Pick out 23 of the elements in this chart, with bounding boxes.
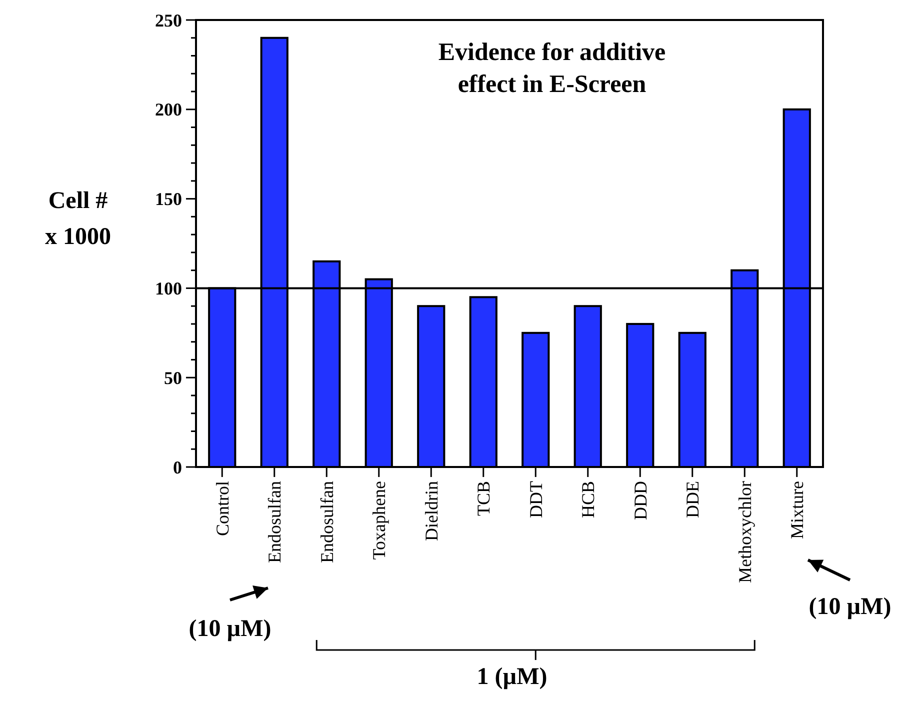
text: (10 µM) (188, 616, 272, 642)
y-axis-title: Cell # x 1000 (45, 188, 111, 250)
y-tick-label: 200 (155, 100, 182, 120)
x-tick-label: TCB (474, 481, 494, 516)
y-tick-label: 50 (164, 368, 182, 388)
y-tick-label: 0 (173, 457, 182, 478)
x-tick-label: Dieldrin (421, 481, 442, 541)
x-tick-label: Toxaphene (369, 481, 390, 560)
x-tick-label: Control (212, 481, 232, 536)
x-tick-label: Endosulfan (264, 481, 285, 563)
x-tick-label: HCB (578, 481, 598, 518)
text: (10 µM) (808, 594, 892, 620)
y-tick-label: 250 (155, 10, 182, 30)
text: Evidence for additive effect in E-Screen (438, 39, 666, 98)
x-tick-label: Endosulfan (316, 481, 337, 563)
x-tick-label: DDE (682, 481, 703, 518)
x-tick-label: DDT (526, 481, 546, 518)
x-tick-label: Mixture (787, 481, 808, 539)
y-tick-label: 150 (155, 189, 182, 210)
x-tick-label: DDD (630, 481, 650, 520)
text: 1 (µM) (476, 664, 548, 690)
y-tick-label: 100 (155, 278, 182, 298)
x-tick-label: Methoxychlor (734, 481, 755, 583)
